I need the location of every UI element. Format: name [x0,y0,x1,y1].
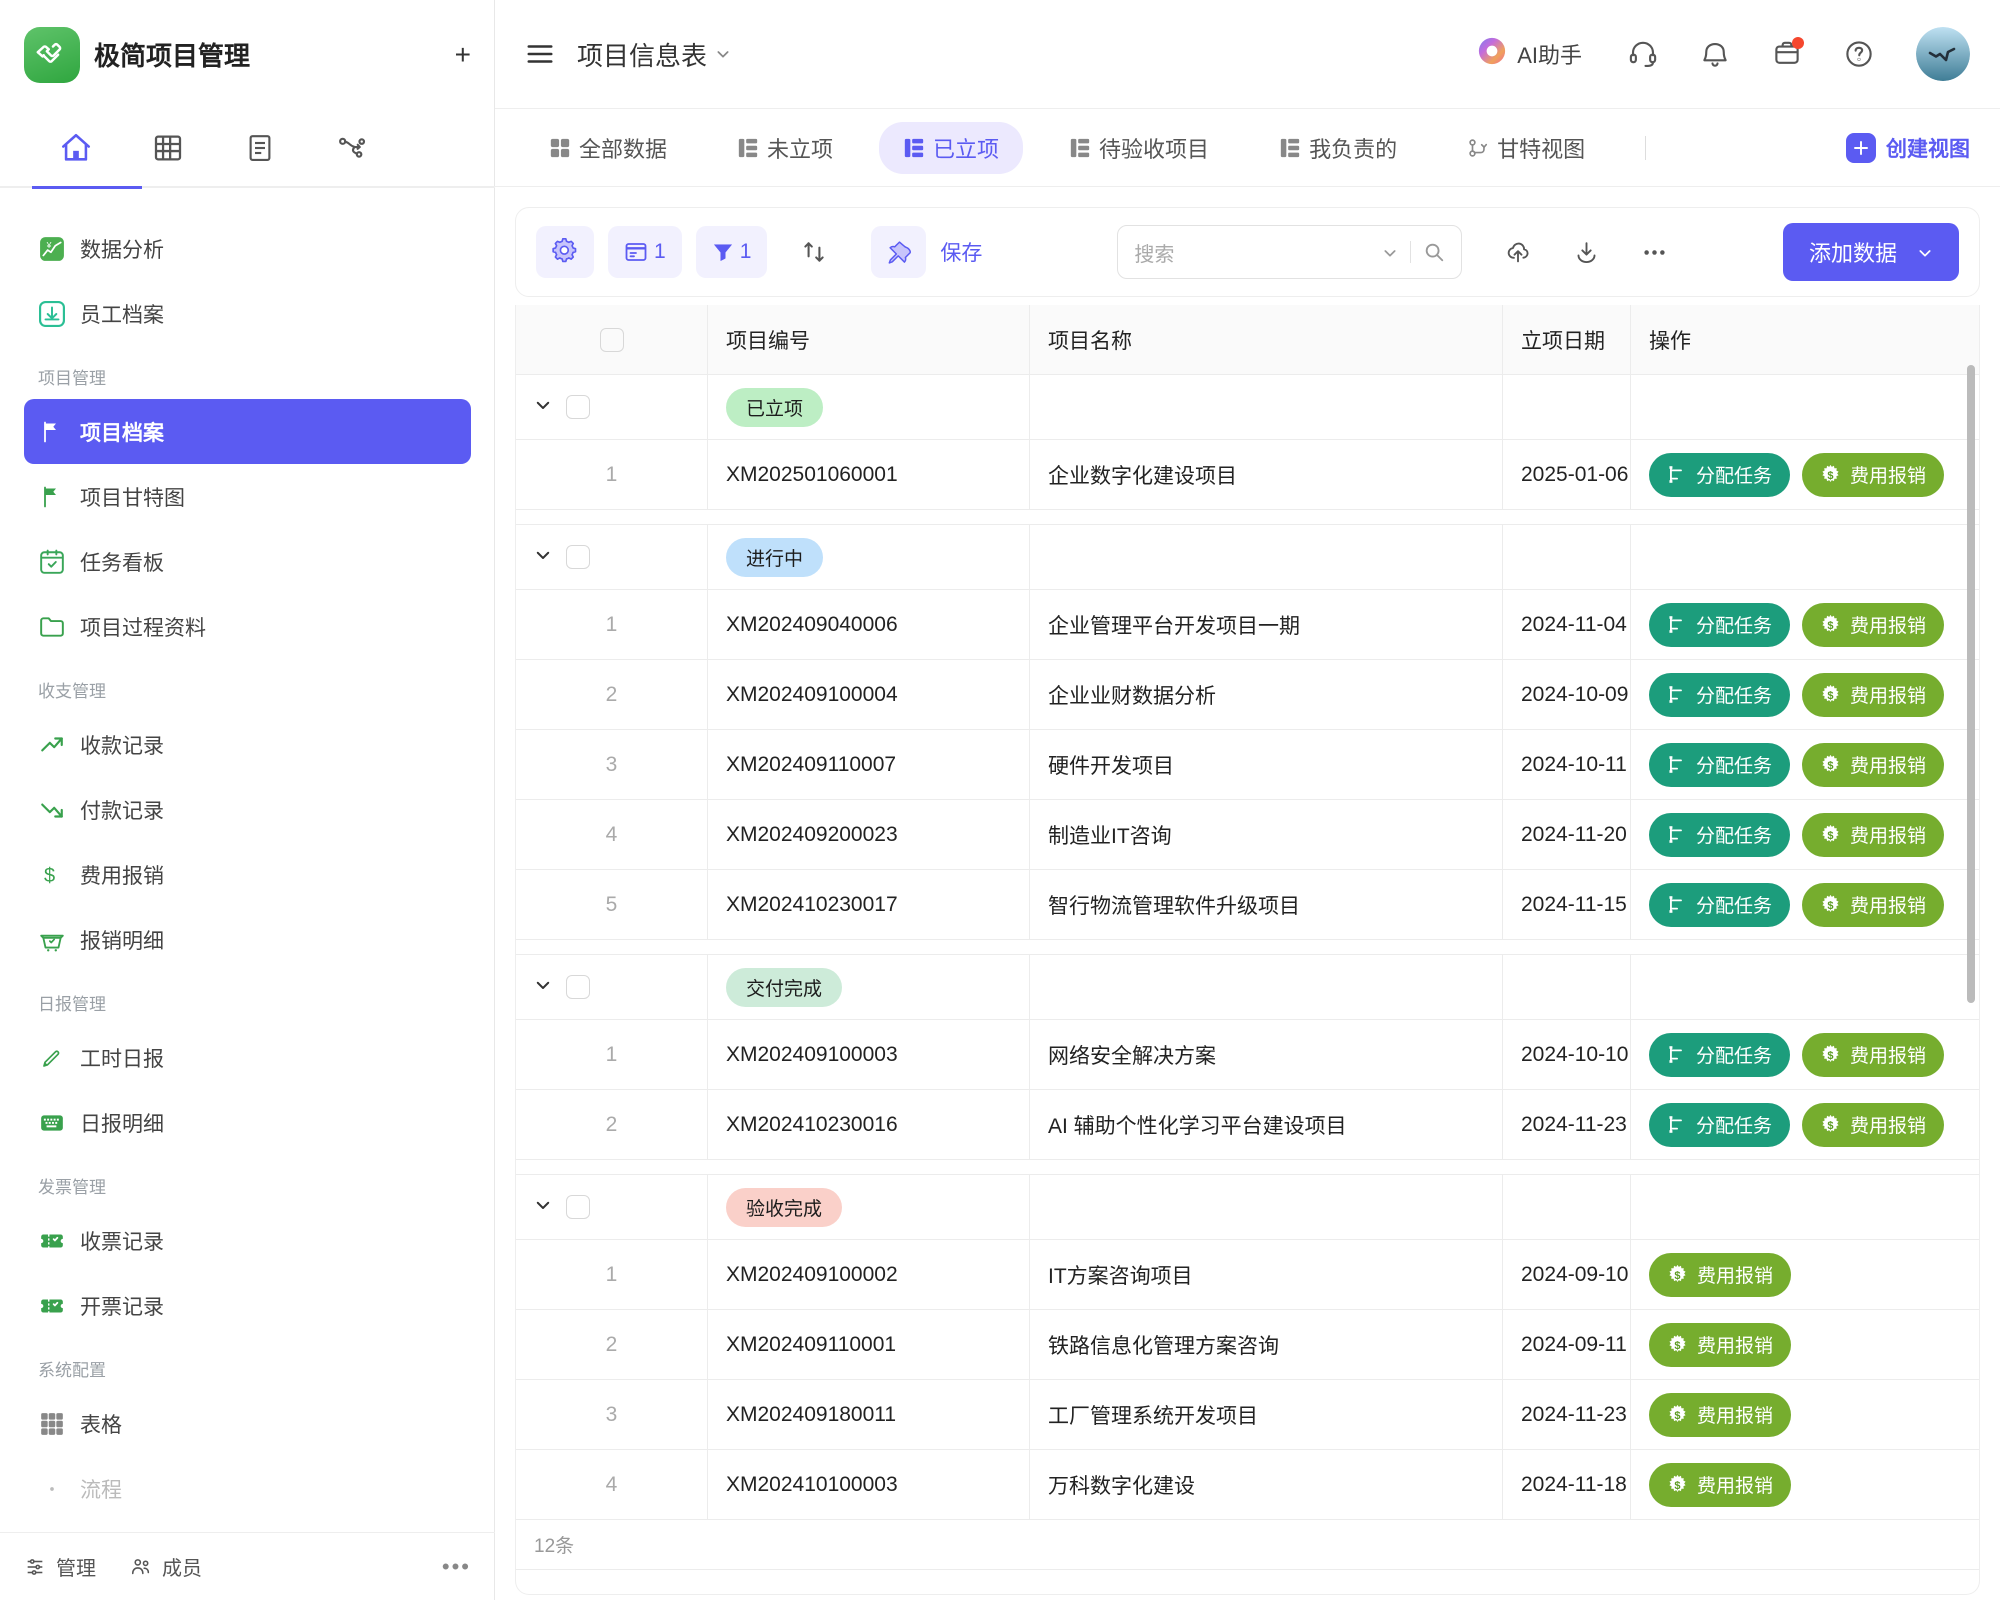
svg-text:$: $ [1674,1270,1680,1282]
svg-text:$: $ [1827,830,1833,842]
svg-text:$: $ [1827,760,1833,772]
svg-text:$: $ [1674,1410,1680,1422]
svg-text:$: $ [1674,1340,1680,1352]
svg-text:$: $ [1827,470,1833,482]
svg-text:$: $ [1827,1050,1833,1062]
svg-text:$: $ [44,865,55,887]
svg-text:$: $ [1827,1120,1833,1132]
svg-text:¥: ¥ [46,239,52,249]
svg-text:$: $ [1827,620,1833,632]
svg-text:$: $ [1827,690,1833,702]
svg-text:$: $ [1827,900,1833,912]
svg-text:$: $ [1674,1480,1680,1492]
